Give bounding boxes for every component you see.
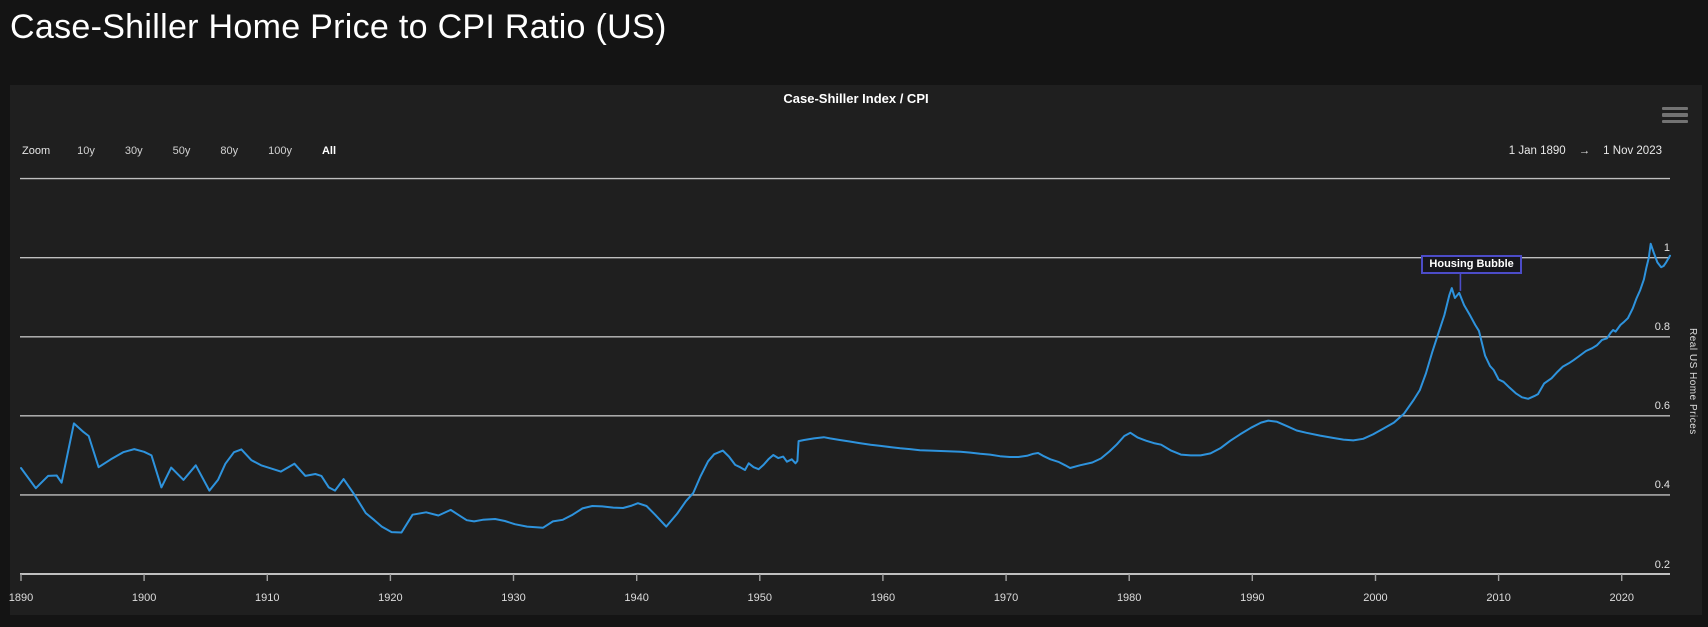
arrow-right-icon: → xyxy=(1578,145,1591,157)
x-axis-label: 1930 xyxy=(501,592,526,604)
range-button-10y[interactable]: 10y xyxy=(77,145,95,157)
hamburger-menu-icon xyxy=(1662,113,1688,117)
date-range-to-input[interactable]: 1 Nov 2023 xyxy=(1603,145,1662,157)
x-axis-label: 1960 xyxy=(870,592,896,604)
x-axis-label: 1950 xyxy=(747,592,773,604)
range-button-100y[interactable]: 100y xyxy=(268,145,292,157)
series-line xyxy=(20,242,1671,534)
chart-context-menu-button[interactable] xyxy=(1660,101,1694,129)
range-button-80y[interactable]: 80y xyxy=(220,145,239,157)
x-axis-label: 1940 xyxy=(624,592,649,604)
range-button-30y[interactable]: 30y xyxy=(124,145,143,157)
chart-container: Case-Shiller Index / CPI Zoom 10y 30y 50y 8… xyxy=(9,85,1702,615)
y-axis-label: 0.8 xyxy=(1654,321,1670,334)
annotation-label: Housing Bubble xyxy=(1429,258,1514,271)
plot-area[interactable] xyxy=(10,85,1702,615)
y-axis-label: 1 xyxy=(1663,242,1670,255)
annotation-housing-bubble: Housing Bubble xyxy=(1421,255,1522,275)
x-axis-label: 1900 xyxy=(131,592,157,604)
x-axis-label: 2010 xyxy=(1486,592,1511,604)
date-range-from-input[interactable]: 1 Jan 1890 xyxy=(1508,145,1566,157)
y-axis-title: Real US Home Prices xyxy=(1687,327,1698,435)
range-button-50y[interactable]: 50y xyxy=(172,145,191,157)
range-button-all[interactable]: All xyxy=(321,145,337,157)
x-axis-label: 1970 xyxy=(993,592,1019,604)
y-axis-label: 0.4 xyxy=(1654,479,1670,492)
x-axis-label: 2000 xyxy=(1363,592,1388,604)
range-selector: Zoom 10y 30y 50y 80y 100y All xyxy=(22,143,339,159)
x-axis-label: 1890 xyxy=(8,592,34,604)
x-axis-label: 1980 xyxy=(1116,592,1142,604)
x-axis-label: 1990 xyxy=(1240,592,1265,604)
hamburger-menu-icon xyxy=(1662,106,1688,111)
chart-title: Case-Shiller Index / CPI xyxy=(783,91,929,106)
x-axis-label: 2020 xyxy=(1609,592,1634,604)
x-axis-label: 1910 xyxy=(255,592,280,604)
x-axis-label: 1920 xyxy=(378,592,403,604)
page-title: Case-Shiller Home Price to CPI Ratio (US… xyxy=(10,8,667,46)
y-axis-label: 0.2 xyxy=(1654,558,1670,571)
range-zoom-label: Zoom xyxy=(22,145,51,157)
date-range: 1 Jan 1890 → 1 Nov 2023 xyxy=(1509,143,1662,159)
y-axis-label: 0.6 xyxy=(1654,400,1670,413)
hamburger-menu-icon xyxy=(1662,119,1688,124)
